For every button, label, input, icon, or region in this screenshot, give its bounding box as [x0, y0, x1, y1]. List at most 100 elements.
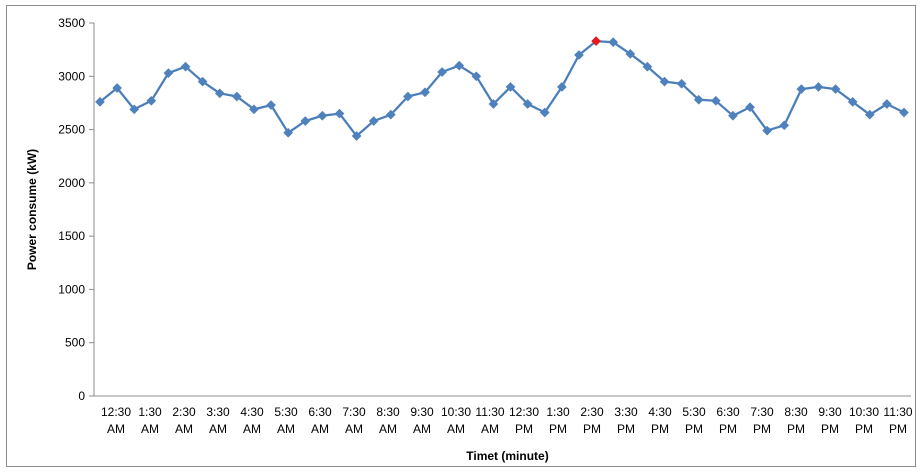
x-tick-label-time: 11:30: [475, 405, 504, 419]
x-tick-label-time: 7:30: [342, 405, 366, 419]
x-tick-label-time: 10:30: [849, 405, 879, 419]
data-point: [676, 78, 687, 89]
y-tick-label: 2500: [58, 123, 85, 137]
data-point: [693, 94, 704, 105]
x-tick-label-time: 2:30: [580, 405, 604, 419]
data-point: [385, 109, 396, 120]
data-point: [317, 110, 328, 121]
data-point: [437, 67, 448, 77]
x-tick-label-period: AM: [141, 422, 159, 436]
y-tick-label: 1500: [58, 229, 85, 243]
data-point: [420, 87, 430, 98]
data-point: [129, 104, 140, 115]
x-tick-label-period: AM: [175, 422, 193, 436]
data-point: [659, 76, 670, 87]
y-tick-label: 0: [78, 389, 85, 403]
data-point: [522, 99, 533, 109]
x-tick-label-time: 6:30: [716, 405, 740, 419]
x-tick-label-time: 12:30: [101, 405, 131, 419]
x-tick-label-time: 11:30: [883, 405, 912, 419]
x-tick-label-period: PM: [685, 422, 703, 436]
data-point: [608, 37, 619, 48]
y-tick-label: 500: [65, 336, 85, 350]
x-tick-label-period: PM: [651, 422, 669, 436]
data-point: [830, 84, 841, 95]
x-tick-label-period: AM: [345, 422, 363, 436]
x-tick-label-period: PM: [617, 422, 635, 436]
data-point: [813, 81, 824, 92]
x-tick-label-period: AM: [413, 422, 431, 436]
x-tick-label-period: PM: [821, 422, 839, 436]
y-axis-ticks: 0 500 1000 1500 2000 2500 3000 3500: [58, 16, 94, 403]
y-axis-title: Power consume (kW): [25, 149, 39, 270]
data-point: [864, 109, 875, 120]
x-tick-label-period: PM: [549, 422, 567, 436]
data-point: [710, 95, 721, 106]
data-point-highlighted: [591, 36, 602, 47]
x-tick-label-time: 2:30: [172, 405, 196, 419]
data-markers: [95, 36, 909, 141]
x-tick-label-period: PM: [855, 422, 873, 436]
x-axis-title: Timet (minute): [466, 449, 548, 463]
x-tick-label-period: AM: [107, 422, 125, 436]
data-point: [471, 71, 482, 82]
data-point: [899, 107, 909, 118]
y-tick-label: 2000: [58, 176, 85, 190]
x-tick-label-time: 10:30: [441, 405, 471, 419]
x-tick-label-time: 3:30: [206, 405, 230, 419]
data-point: [556, 81, 567, 92]
x-tick-label-time: 8:30: [376, 405, 400, 419]
data-point: [351, 131, 362, 141]
y-tick-label: 1000: [58, 282, 85, 296]
x-tick-label-time: 5:30: [682, 405, 706, 419]
x-tick-label-period: AM: [447, 422, 465, 436]
data-point: [95, 96, 105, 107]
data-point: [847, 96, 858, 107]
data-point: [881, 99, 892, 109]
data-point: [283, 127, 294, 138]
x-tick-label-time: 6:30: [308, 405, 332, 419]
data-point: [300, 116, 311, 126]
x-tick-label-time: 4:30: [240, 405, 264, 419]
x-tick-label-period: AM: [243, 422, 261, 436]
x-tick-label-period: AM: [311, 422, 329, 436]
data-point: [197, 76, 208, 87]
x-tick-label-period: PM: [583, 422, 601, 436]
x-tick-label-period: AM: [481, 422, 499, 436]
data-point: [146, 95, 157, 106]
data-point: [214, 88, 225, 99]
x-tick-label-time: 5:30: [274, 405, 298, 419]
x-tick-label-time: 8:30: [784, 405, 808, 419]
data-point: [266, 100, 277, 111]
x-tick-label-period: PM: [753, 422, 771, 436]
x-tick-label-period: AM: [379, 422, 397, 436]
x-tick-label-period: AM: [277, 422, 295, 436]
y-tick-label: 3500: [58, 16, 85, 30]
x-tick-label-time: 9:30: [410, 405, 434, 419]
data-point: [163, 68, 174, 79]
x-tick-label-period: PM: [787, 422, 805, 436]
x-tick-label-period: PM: [719, 422, 737, 436]
y-tick-label: 3000: [58, 69, 85, 83]
x-tick-label-time: 9:30: [818, 405, 842, 419]
data-point: [231, 91, 242, 102]
x-tick-label-time: 1:30: [138, 405, 162, 419]
data-point: [180, 61, 191, 72]
data-point: [368, 116, 379, 126]
x-tick-label-time: 4:30: [648, 405, 672, 419]
data-point: [796, 84, 807, 95]
data-point: [249, 104, 259, 115]
x-tick-label-period: PM: [515, 422, 533, 436]
x-tick-label-period: AM: [209, 422, 227, 436]
data-point: [539, 107, 550, 118]
x-tick-label-time: 7:30: [750, 405, 774, 419]
data-point: [727, 110, 738, 121]
data-point: [454, 60, 465, 71]
data-point: [334, 108, 345, 119]
data-point: [642, 61, 653, 72]
data-point: [762, 125, 773, 136]
chart-frame: 0 500 1000 1500 2000 2500 3000 3500 12:30 AM 1:30…: [6, 5, 916, 467]
line-chart: 0 500 1000 1500 2000 2500 3000 3500 12:30 AM 1:30…: [25, 16, 913, 463]
x-tick-label-time: 12:30: [509, 405, 539, 419]
data-point: [505, 81, 516, 92]
